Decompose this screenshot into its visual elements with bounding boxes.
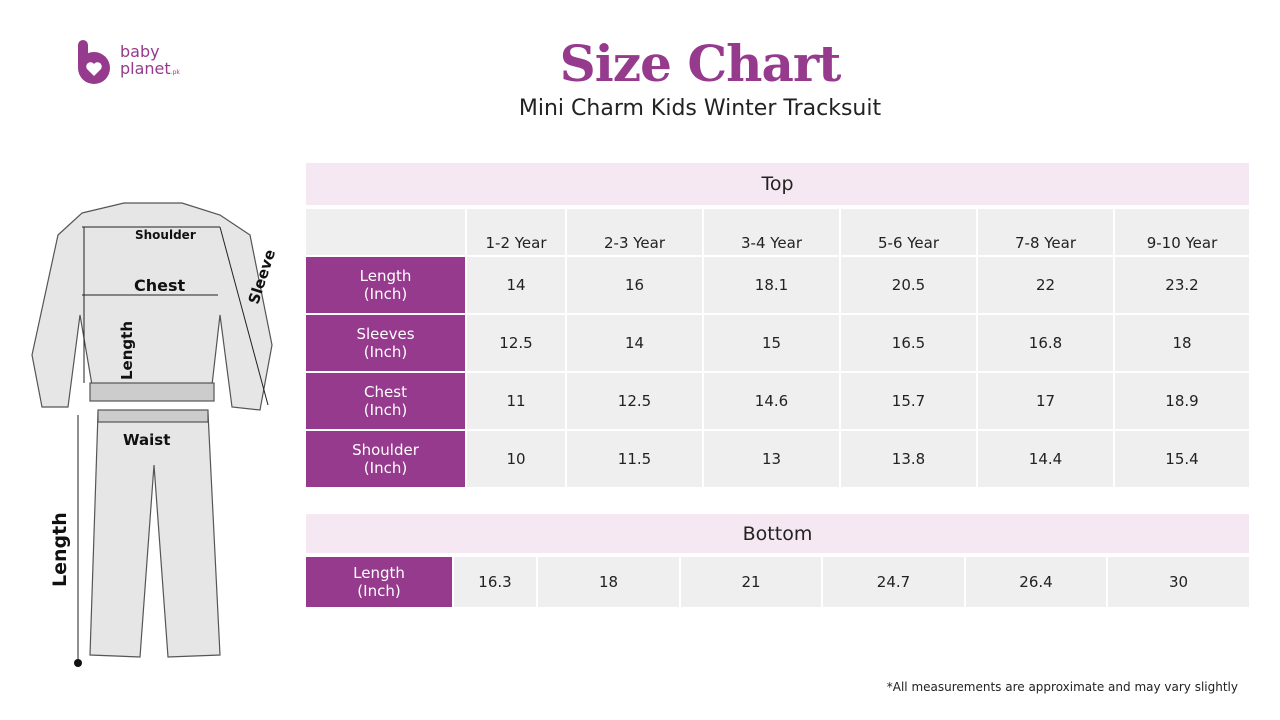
waist-label: Waist bbox=[123, 431, 170, 449]
table-cell: 14 bbox=[567, 315, 702, 371]
baby-planet-logo-icon bbox=[78, 40, 110, 84]
table-cell: 13 bbox=[704, 431, 839, 487]
row-label-unit: (Inch) bbox=[363, 285, 408, 303]
row-label-unit: (Inch) bbox=[363, 401, 408, 419]
column-header: 9-10 Year bbox=[1115, 209, 1249, 255]
top-size-table: 1-2 Year 2-3 Year 3-4 Year 5-6 Year 7-8 Year… bbox=[306, 209, 1249, 487]
row-label-unit: (Inch) bbox=[363, 343, 408, 361]
table-cell: 13.8 bbox=[841, 431, 976, 487]
table-cell: 20.5 bbox=[841, 257, 976, 313]
row-label: Sleeves (Inch) bbox=[306, 315, 465, 371]
table-cell: 14 bbox=[467, 257, 565, 313]
table-cell: 16 bbox=[567, 257, 702, 313]
table-cell: 15.7 bbox=[841, 373, 976, 429]
table-cell: 15 bbox=[704, 315, 839, 371]
table-cell: 17 bbox=[978, 373, 1113, 429]
row-label-name: Length bbox=[353, 564, 405, 582]
table-cell: 18.1 bbox=[704, 257, 839, 313]
row-label-name: Length bbox=[359, 267, 412, 285]
table-cell: 12.5 bbox=[567, 373, 702, 429]
bottom-section-header: Bottom bbox=[306, 514, 1249, 553]
column-header: 2-3 Year bbox=[567, 209, 702, 255]
table-cell: 16.8 bbox=[978, 315, 1113, 371]
shoulder-label: Shoulder bbox=[135, 228, 196, 242]
row-label: Length (Inch) bbox=[306, 557, 452, 607]
footnote: *All measurements are approximate and ma… bbox=[886, 680, 1238, 694]
tracksuit-illustration: Shoulder Chest Sleeve Length Waist Lengt… bbox=[31, 202, 279, 667]
row-label-unit: (Inch) bbox=[363, 459, 408, 477]
header-corner bbox=[306, 209, 465, 255]
bottom-length-label: Length bbox=[49, 512, 71, 587]
column-header: 1-2 Year bbox=[467, 209, 565, 255]
table-cell: 14.4 bbox=[978, 431, 1113, 487]
table-cell: 21 bbox=[681, 557, 821, 607]
table-cell: 18 bbox=[1115, 315, 1249, 371]
column-header: 3-4 Year bbox=[704, 209, 839, 255]
row-label: Shoulder (Inch) bbox=[306, 431, 465, 487]
table-cell: 24.7 bbox=[823, 557, 964, 607]
table-cell: 12.5 bbox=[467, 315, 565, 371]
table-cell: 16.3 bbox=[454, 557, 536, 607]
table-cell: 30 bbox=[1108, 557, 1249, 607]
top-section-header: Top bbox=[306, 163, 1249, 205]
brand-line1: baby bbox=[120, 42, 160, 61]
row-label-unit: (Inch) bbox=[357, 582, 401, 600]
chest-label: Chest bbox=[134, 276, 186, 295]
row-label: Length (Inch) bbox=[306, 257, 465, 313]
table-cell: 16.5 bbox=[841, 315, 976, 371]
column-header: 5-6 Year bbox=[841, 209, 976, 255]
table-cell: 18 bbox=[538, 557, 679, 607]
column-header: 7-8 Year bbox=[978, 209, 1113, 255]
brand-logo: baby planet.pk bbox=[76, 38, 180, 86]
row-label-name: Chest bbox=[364, 383, 407, 401]
table-cell: 10 bbox=[467, 431, 565, 487]
top-length-label: Length bbox=[118, 321, 136, 380]
table-cell: 11 bbox=[467, 373, 565, 429]
table-cell: 23.2 bbox=[1115, 257, 1249, 313]
row-label: Chest (Inch) bbox=[306, 373, 465, 429]
brand-suffix: .pk bbox=[170, 69, 180, 76]
table-cell: 18.9 bbox=[1115, 373, 1249, 429]
table-cell: 26.4 bbox=[966, 557, 1106, 607]
row-label-name: Shoulder bbox=[352, 441, 419, 459]
table-cell: 14.6 bbox=[704, 373, 839, 429]
page-title: Size Chart bbox=[559, 34, 842, 93]
page-subtitle: Mini Charm Kids Winter Tracksuit bbox=[518, 96, 882, 121]
row-label-name: Sleeves bbox=[356, 325, 415, 343]
table-cell: 11.5 bbox=[567, 431, 702, 487]
bottom-size-table: Length (Inch) 16.3 18 21 24.7 26.4 30 bbox=[306, 557, 1249, 607]
brand-line2: planet bbox=[120, 59, 171, 78]
table-cell: 22 bbox=[978, 257, 1113, 313]
table-cell: 15.4 bbox=[1115, 431, 1249, 487]
